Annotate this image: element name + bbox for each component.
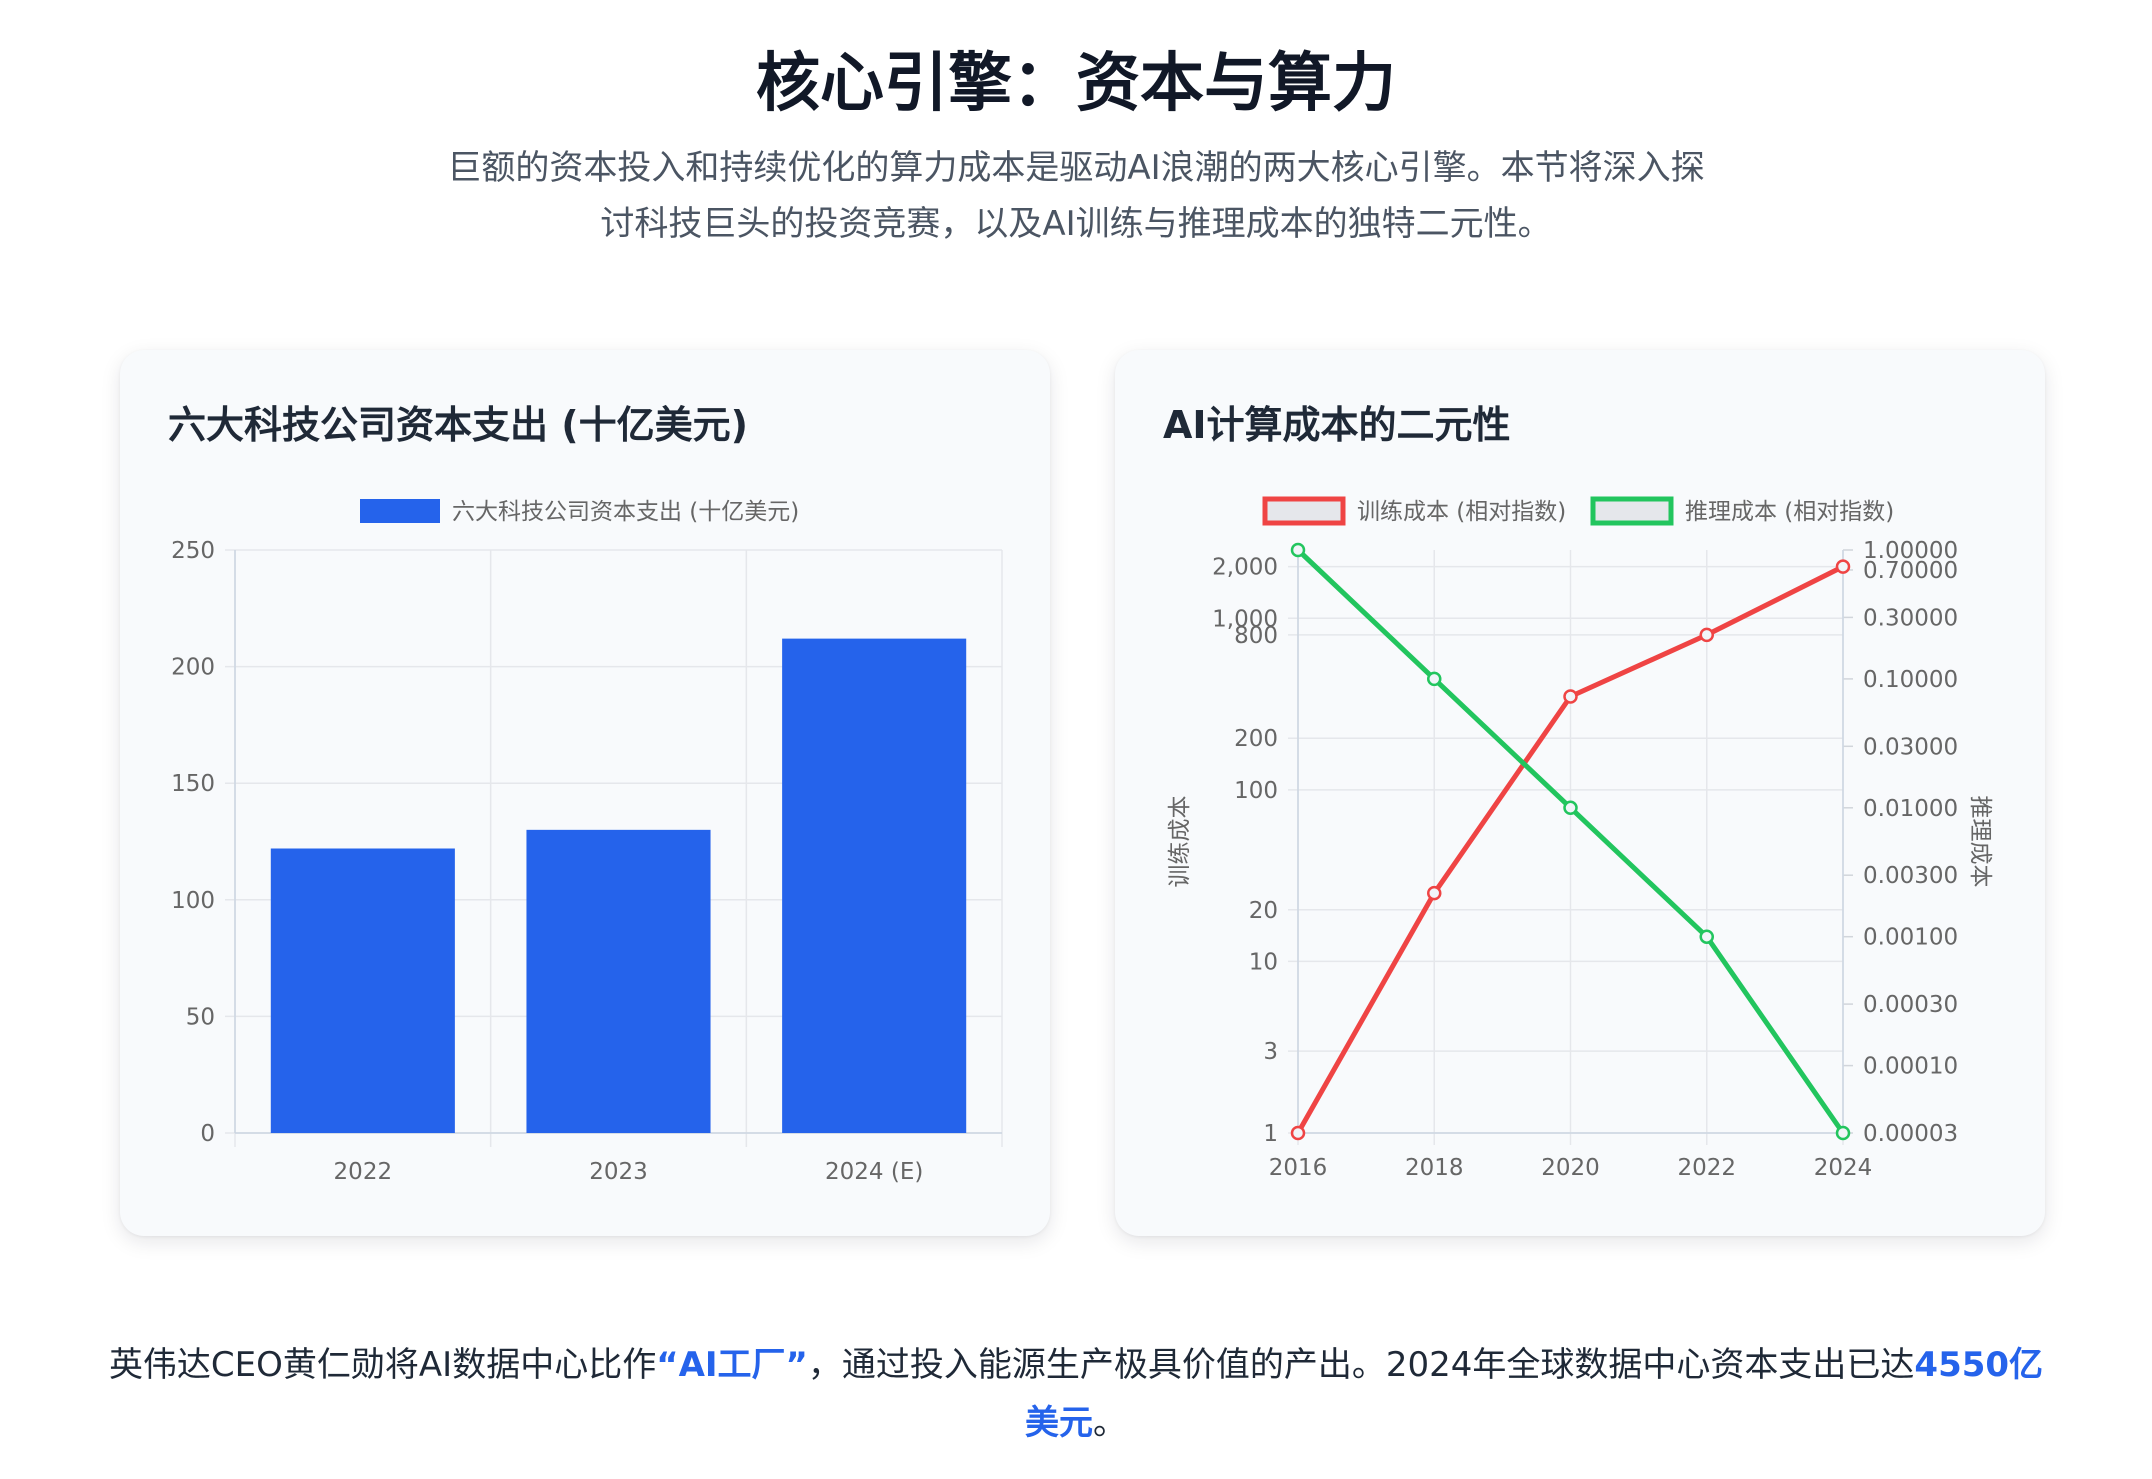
capex-chart-title: 六大科技公司资本支出 (十亿美元): [168, 403, 748, 447]
compute-cost-chart-card: AI计算成本的二元性 1 3 10 20 100 200 800 1,000 2,000 0.00…: [1115, 350, 2045, 1236]
bar-2022: [270, 848, 455, 1133]
x-tick-label: 2023: [589, 1159, 648, 1185]
footer-highlight-ai-factory: “AI工厂”: [656, 1345, 808, 1385]
y-tick-label: 150: [171, 771, 215, 797]
legend-swatch-inference: [1590, 496, 1674, 526]
y-left-tick-label: 1,000: [1212, 606, 1278, 632]
data-point-inference: [1290, 542, 1306, 558]
y-tick-label: 250: [171, 538, 215, 564]
y-right-tick-label: 0.00003: [1863, 1121, 1958, 1147]
y-right-tick-label: 1.00000: [1863, 538, 1958, 564]
data-point-inference: [1427, 671, 1442, 687]
legend-swatch: [360, 499, 440, 523]
data-point-training: [1699, 627, 1714, 643]
y-tick-label: 200: [171, 655, 215, 681]
capex-chart-card: 六大科技公司资本支出 (十亿美元) 0 50 100 150 200 250 2022 202…: [120, 350, 1050, 1236]
y-left-axis-title: 训练成本: [1167, 796, 1193, 888]
y-right-axis-title: 推理成本: [1967, 796, 1993, 888]
data-point-inference: [1835, 1125, 1851, 1141]
page-subtitle: 巨额的资本投入和持续优化的算力成本是驱动AI浪潮的两大核心引擎。本节将深入探 讨…: [380, 140, 1772, 252]
y-left-tick-label: 2,000: [1212, 555, 1278, 581]
data-point-training: [1563, 689, 1578, 704]
compute-cost-chart-title: AI计算成本的二元性: [1163, 403, 1511, 447]
legend-label-training: 训练成本 (相对指数): [1357, 499, 1566, 525]
data-point-training: [1835, 559, 1851, 574]
x-tick-label: 2022: [334, 1159, 393, 1185]
data-point-inference: [1563, 800, 1578, 816]
data-point-inference: [1699, 929, 1714, 944]
footer-highlight-capex: 4550亿美元: [1025, 1345, 2044, 1443]
legend-swatch-training: [1262, 496, 1346, 526]
x-tick-label: 2024: [1814, 1155, 1873, 1181]
y-right-tick-label: 0.00010: [1863, 1054, 1958, 1080]
y-right-tick-label: 0.00300: [1863, 863, 1958, 889]
y-left-tick-label: 10: [1249, 949, 1278, 975]
legend-label: 六大科技公司资本支出 (十亿美元): [452, 499, 799, 525]
x-tick-label: 2016: [1269, 1155, 1328, 1181]
subtitle-line-2: 讨科技巨头的投资竞赛，以及AI训练与推理成本的独特二元性。: [600, 204, 1552, 244]
y-left-tick-label: 3: [1263, 1039, 1278, 1065]
y-left-tick-label: 200: [1234, 726, 1278, 752]
y-right-tick-label: 0.03000: [1863, 734, 1958, 760]
y-left-tick-label: 1: [1263, 1121, 1278, 1147]
footer-text-middle: ，通过投入能源生产极具价值的产出。2024年全球数据中心资本支出已达: [807, 1345, 1915, 1385]
x-tick-label: 2020: [1541, 1155, 1600, 1181]
x-tick-label: 2022: [1677, 1155, 1736, 1181]
y-tick-label: 100: [171, 888, 215, 914]
y-right-tick-label: 0.70000: [1863, 558, 1958, 584]
data-point-training: [1427, 885, 1442, 901]
legend-label-inference: 推理成本 (相对指数): [1685, 499, 1894, 525]
subtitle-line-1: 巨额的资本投入和持续优化的算力成本是驱动AI浪潮的两大核心引擎。本节将深入探: [447, 148, 1705, 188]
bar-2023: [526, 829, 711, 1133]
y-left-tick-label: 20: [1249, 898, 1278, 924]
y-right-tick-label: 0.30000: [1863, 605, 1958, 631]
y-tick-label: 0: [200, 1121, 215, 1147]
x-tick-label: 2018: [1405, 1155, 1464, 1181]
footer-note: 英伟达CEO黄仁勋将AI数据中心比作“AI工厂”，通过投入能源生产极具价值的产出…: [100, 1336, 2052, 1452]
y-tick-label: 50: [186, 1004, 215, 1030]
y-right-tick-label: 0.01000: [1863, 796, 1958, 822]
footer-text-after: 。: [1093, 1403, 1127, 1443]
x-tick-label: 2024 (E): [825, 1159, 923, 1185]
footer-text-before: 英伟达CEO黄仁勋将AI数据中心比作: [108, 1345, 657, 1385]
y-left-tick-label: 100: [1234, 778, 1278, 804]
y-right-tick-label: 0.00030: [1863, 992, 1958, 1018]
capex-bar-chart: 0 50 100 150 200 250 2022 2023 2024 (E) 六大科技公司资本支…: [171, 499, 1003, 1185]
y-right-tick-label: 0.10000: [1863, 667, 1958, 693]
y-right-tick-label: 0.00100: [1863, 925, 1958, 951]
page-title: 核心引擎：资本与算力: [756, 47, 1396, 121]
bar-2024E: [782, 638, 967, 1133]
y-left-tick-label: 800: [1234, 623, 1278, 649]
data-point-training: [1290, 1125, 1306, 1141]
